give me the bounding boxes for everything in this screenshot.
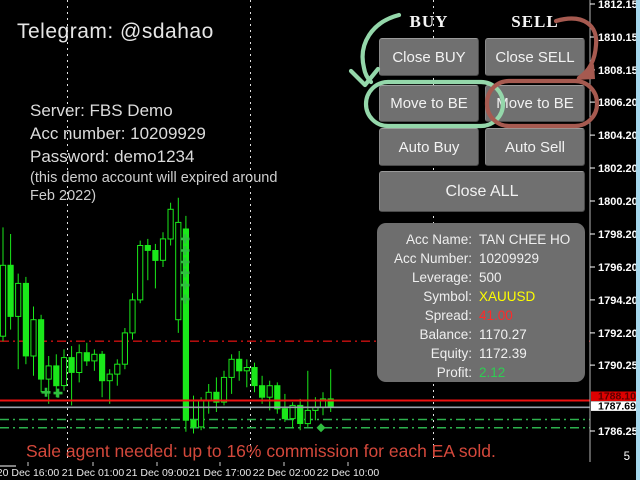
acc-number-value: 10209929 — [479, 251, 540, 266]
demo-expiry-note: (this demo account will expired around F… — [30, 169, 370, 205]
leverage-row: Leverage: 500 — [377, 268, 585, 287]
balance-value: 1170.27 — [479, 327, 527, 342]
acc-name-row: Acc Name: TAN CHEE HO — [377, 230, 585, 249]
close-sell-button[interactable]: Close SELL — [485, 38, 585, 76]
balance-label: Balance: — [419, 327, 472, 342]
svg-text:1802.20: 1802.20 — [598, 163, 638, 175]
spread-row: Spread: 41.00 — [377, 306, 585, 325]
svg-text:1790.25: 1790.25 — [598, 360, 638, 372]
symbol-row: Symbol: XAUUSD — [377, 287, 585, 306]
move-to-be-buy-button[interactable]: Move to BE — [379, 85, 479, 122]
svg-text:22 Dec 10:00: 22 Dec 10:00 — [317, 467, 380, 479]
svg-text:1806.20: 1806.20 — [598, 97, 638, 109]
svg-text:1808.15: 1808.15 — [598, 65, 638, 77]
svg-text:1794.20: 1794.20 — [598, 295, 638, 307]
svg-text:5: 5 — [624, 451, 630, 463]
svg-text:1810.15: 1810.15 — [598, 32, 638, 44]
auto-buy-button[interactable]: Auto Buy — [379, 128, 479, 166]
profit-label: Profit: — [436, 365, 472, 380]
close-all-button[interactable]: Close ALL — [379, 171, 585, 212]
svg-text:1788.10: 1788.10 — [598, 391, 636, 403]
move-to-be-sell-button[interactable]: Move to BE — [485, 85, 585, 122]
acc-number-label: Acc Number: — [393, 251, 472, 266]
equity-value: 1172.39 — [479, 346, 527, 361]
balance-row: Balance: 1170.27 — [377, 325, 585, 344]
svg-text:1798.20: 1798.20 — [598, 229, 638, 241]
symbol-value: XAUUSD — [479, 289, 536, 304]
leverage-value: 500 — [479, 270, 502, 285]
telegram-handle: Telegram: @sdahao — [17, 20, 214, 43]
spread-label: Spread: — [424, 308, 472, 323]
svg-text:21 Dec 09:00: 21 Dec 09:00 — [126, 467, 189, 479]
acc-number-row: Acc Number: 10209929 — [377, 249, 585, 268]
note-line-2: Feb 2022) — [30, 188, 97, 204]
equity-label: Equity: — [430, 346, 472, 361]
svg-text:1786.25: 1786.25 — [598, 426, 638, 438]
equity-row: Equity: 1172.39 — [377, 344, 585, 363]
symbol-label: Symbol: — [423, 289, 472, 304]
svg-text:1812.15: 1812.15 — [598, 0, 638, 11]
account-info-panel: Acc Name: TAN CHEE HO Acc Number: 102099… — [377, 223, 585, 382]
buy-column-header: BUY — [409, 12, 449, 31]
acc-number-line: Acc number: 10209929 — [30, 124, 206, 143]
close-buy-button[interactable]: Close BUY — [379, 38, 479, 76]
svg-text:1787.69: 1787.69 — [598, 401, 636, 413]
profit-row: Profit: 2.12 — [377, 363, 585, 382]
svg-text:21 Dec 01:00: 21 Dec 01:00 — [62, 467, 125, 479]
svg-text:20 Dec 16:00: 20 Dec 16:00 — [0, 467, 59, 479]
account-credentials: Server: FBS Demo Acc number: 10209929 Pa… — [30, 99, 206, 168]
note-line-1: (this demo account will expired around — [30, 170, 278, 186]
acc-name-label: Acc Name: — [405, 232, 472, 247]
server-line: Server: FBS Demo — [30, 101, 173, 120]
svg-text:22 Dec 02:00: 22 Dec 02:00 — [253, 467, 316, 479]
leverage-label: Leverage: — [411, 270, 472, 285]
svg-text:21 Dec 17:00: 21 Dec 17:00 — [189, 467, 252, 479]
spread-value: 41.00 — [479, 308, 513, 323]
svg-text:1804.20: 1804.20 — [598, 130, 638, 142]
auto-sell-button[interactable]: Auto Sell — [485, 128, 585, 166]
svg-text:1800.20: 1800.20 — [598, 196, 638, 208]
acc-name-value: TAN CHEE HO — [479, 232, 571, 247]
svg-text:1792.20: 1792.20 — [598, 328, 638, 340]
password-line: Password: demo1234 — [30, 147, 195, 166]
sell-column-header: SELL — [511, 12, 559, 31]
svg-text:1796.20: 1796.20 — [598, 262, 638, 274]
profit-value: 2.12 — [479, 365, 506, 380]
sale-agent-banner: Sale agent needed: up to 16% commission … — [26, 441, 496, 461]
